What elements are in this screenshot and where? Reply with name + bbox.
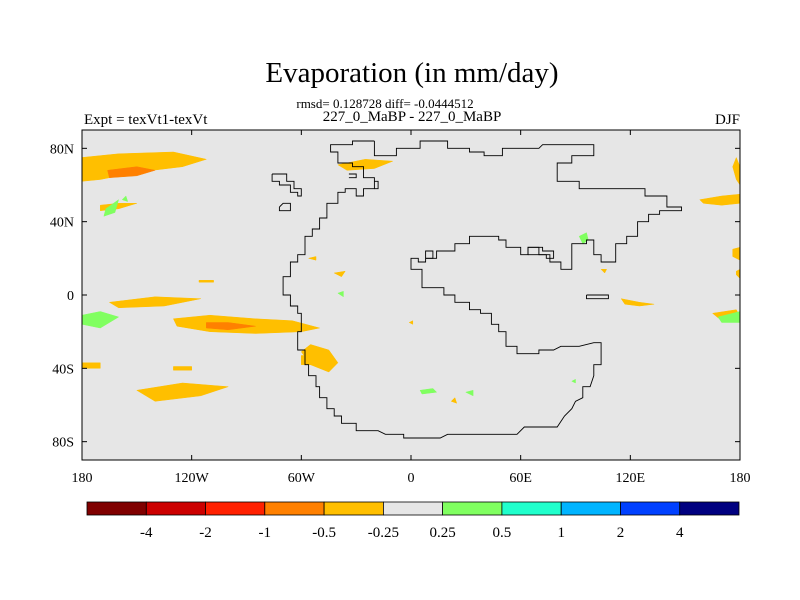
coastline-pangaea-outline [282, 140, 682, 439]
colorbar-label: -0.25 [368, 525, 399, 541]
colorbar-bin [620, 501, 681, 516]
coastline-asia-inlet [527, 246, 555, 259]
map-background [82, 130, 740, 460]
colorbar-bin [442, 501, 503, 516]
period-label: 227_0_MaBP - 227_0_MaBP [323, 109, 502, 125]
anomaly-region-nw-pacific-positive [699, 193, 740, 206]
x-tick-label: 60E [509, 471, 532, 486]
anomaly-region-south-atlantic-negative [419, 388, 437, 395]
y-tick-label: 40S [52, 362, 74, 377]
anomaly-region-south-pacific-core [206, 322, 256, 331]
anomaly-region-southeast-pacific-positive [136, 382, 229, 402]
coastline-east-island [586, 294, 609, 300]
x-tick-label: 180 [730, 471, 751, 486]
colorbar-label: -2 [199, 525, 212, 541]
colorbar-bin [501, 501, 562, 516]
coastline-west-island [271, 173, 302, 197]
colorbar-label: 0.25 [429, 525, 455, 541]
anomaly-region-east-pacific-positive-small [301, 355, 311, 365]
x-tick-label: 0 [408, 471, 415, 486]
axes: 180 120W 60W 0 60E 120E 180 80N 40N 0 40S 80S [50, 130, 751, 486]
anomaly-region-south-pacific-strip-2 [173, 366, 192, 371]
colorbar-bin [145, 501, 207, 516]
x-tick-label: 120W [175, 471, 210, 486]
colorbar-bin [560, 501, 621, 516]
anomaly-region-east-asia-positive [732, 157, 740, 186]
colorbar-bin [679, 501, 740, 516]
colorbar-bin [323, 501, 384, 516]
anomaly-region-north-atlantic-positive [337, 159, 393, 171]
anomaly-region-south-pacific-negative [82, 311, 119, 329]
anomaly-region-central-positive [333, 270, 346, 277]
anomaly-region-east-indian-negative [717, 311, 740, 323]
y-tick-label: 0 [67, 289, 74, 304]
y-tick-label: 80S [52, 436, 74, 451]
anomaly-region-mid-pacific-positive-line [198, 280, 214, 283]
anomaly-region-south-pacific-positive [109, 296, 202, 309]
anomaly-region-north-pacific-negative [103, 199, 119, 217]
season-label: DJF [715, 112, 740, 128]
coastline-central-island [425, 250, 434, 259]
anomaly-region-west-pacific-positive-east [732, 247, 740, 261]
anomaly-regions [82, 151, 740, 404]
anomaly-region-africa-positive-small [408, 320, 414, 325]
colorbar-label: 0.5 [493, 525, 512, 541]
anomaly-region-south-indian-negative-2 [571, 379, 576, 384]
x-tick-label: 180 [72, 471, 93, 486]
experiment-label: Expt = texVt1-texVt [84, 112, 208, 128]
colorbar-bin [382, 501, 444, 516]
coastline-north-island [374, 180, 379, 190]
anomaly-region-africa-positive [308, 256, 317, 261]
anomaly-region-north-pacific-positive-core [107, 166, 156, 178]
colorbar-label: -1 [259, 525, 272, 541]
anomaly-region-north-pacific-negative-2 [121, 195, 128, 202]
coastlines [271, 140, 682, 439]
anomaly-region-south-pacific-strip [82, 362, 101, 369]
y-tick-label: 80N [50, 142, 74, 157]
colorbar-label: -0.5 [312, 525, 336, 541]
anomaly-region-south-pacific-convergence [173, 314, 320, 334]
colorbar-bin [205, 501, 266, 516]
colorbar: -4 -2 -1 -0.5 -0.25 0.25 0.5 1 2 4 [86, 501, 740, 541]
anomaly-region-west-pacific-positive-east-2 [736, 269, 740, 279]
colorbar-label: 4 [676, 525, 684, 541]
colorbar-label: 1 [557, 525, 565, 541]
colorbar-bin [86, 501, 147, 516]
anomaly-region-south-indian-positive [450, 397, 457, 404]
stats-subtitle: rmsd= 0.128728 diff= -0.0444512 [296, 96, 473, 111]
anomaly-region-africa-negative [337, 291, 344, 298]
colorbar-label: 2 [617, 525, 625, 541]
colorbar-bin [264, 501, 325, 516]
y-tick-label: 40N [50, 216, 74, 231]
coastline-west-island-2 [278, 202, 291, 212]
colorbar-label: -4 [140, 525, 153, 541]
x-tick-label: 120E [616, 471, 646, 486]
coastline-north-island-2 [348, 173, 357, 179]
anomaly-region-indian-ocean-positive [620, 298, 655, 307]
anomaly-region-asia-positive [600, 269, 607, 274]
x-tick-label: 60W [288, 471, 316, 486]
chart-title: Evaporation (in mm/day) [265, 57, 558, 89]
anomaly-region-east-pacific-positive [301, 344, 339, 373]
anomaly-region-south-indian-negative [465, 390, 474, 397]
